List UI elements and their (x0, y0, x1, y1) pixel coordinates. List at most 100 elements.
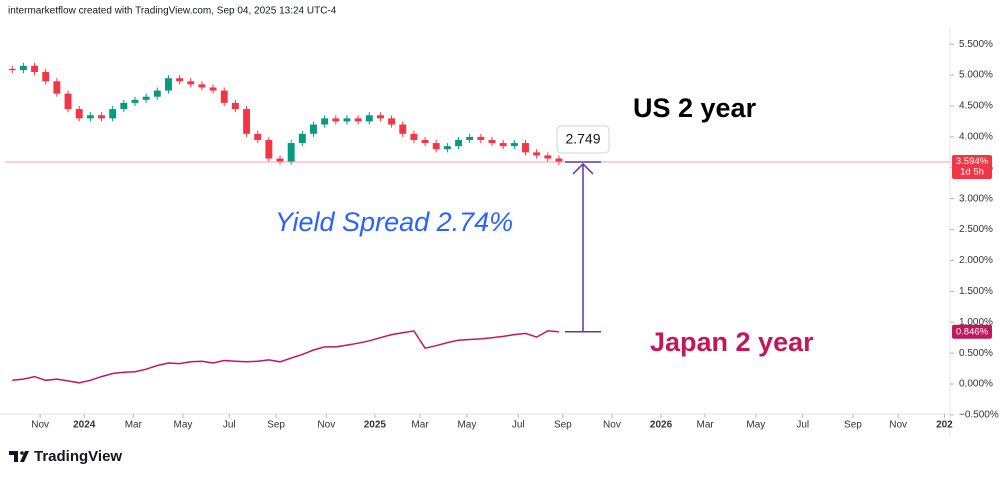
candle (31, 62, 39, 76)
candle-body (477, 136, 485, 140)
measure-box (556, 125, 610, 154)
logo-mark (9, 451, 29, 462)
candle (310, 121, 317, 137)
x-tick-label: Nov (603, 420, 621, 431)
candle (354, 115, 362, 125)
candle-body (321, 118, 329, 125)
candle (75, 105, 83, 122)
x-tick-label: Mar (696, 420, 714, 431)
y-tick-label: 1.000% (959, 317, 993, 328)
candle (120, 99, 128, 113)
candle (388, 115, 396, 128)
price-tag (952, 324, 992, 339)
candle-body (488, 139, 496, 144)
y-tick-label: 1.500% (959, 286, 993, 297)
candle (53, 78, 61, 97)
candle-body (310, 124, 317, 134)
candle (265, 136, 273, 162)
price-tag-label: 0.846% (956, 326, 989, 337)
candle-body (376, 115, 384, 119)
candle-body (220, 90, 228, 103)
candle-body (254, 133, 262, 140)
candle-body (276, 158, 284, 162)
candle (365, 112, 373, 125)
candle-body (75, 109, 83, 119)
y-tick-label: 3.000% (959, 193, 993, 204)
candle (276, 155, 284, 165)
candle-body (64, 93, 72, 110)
y-tick-label: 4.500% (959, 101, 993, 112)
candle-body (109, 109, 117, 119)
candle-body (544, 155, 552, 159)
candle-body (8, 68, 16, 71)
candle-body (298, 133, 306, 144)
candle (432, 139, 440, 153)
x-tick-label: May (174, 420, 193, 431)
candle-body (410, 133, 418, 140)
candle-body (388, 118, 396, 125)
candle (98, 112, 105, 122)
y-tick-label: 2.000% (959, 255, 993, 266)
countdown-label: 1d 5h (960, 166, 984, 177)
candle (164, 75, 172, 94)
x-tick-label: Sep (554, 420, 572, 431)
candle-body (354, 118, 362, 122)
candle-body (332, 118, 340, 122)
candle (254, 130, 262, 144)
candle (8, 65, 16, 74)
candle-body (365, 115, 373, 122)
x-tick-label: 2024 (73, 420, 96, 431)
candle-body (522, 143, 529, 153)
candle (443, 143, 451, 153)
x-tick-label: 202 (936, 420, 953, 431)
candle-body (53, 81, 61, 94)
y-tick-label: 0.000% (959, 379, 993, 390)
candle (332, 115, 340, 125)
candle (42, 68, 50, 85)
y-tick-label: 2.500% (959, 224, 993, 235)
candle-body (164, 78, 172, 91)
candle-body (142, 96, 150, 100)
candle-body (443, 146, 451, 150)
candle-body (86, 115, 94, 119)
x-tick-label: Mar (125, 420, 143, 431)
candle-body (231, 102, 239, 110)
candle-body (510, 143, 518, 147)
candle (466, 133, 474, 144)
candle (376, 112, 384, 122)
footer: TradingView (34, 448, 122, 465)
candle-body (19, 65, 27, 71)
x-tick-label: Jul (796, 420, 809, 431)
candle (109, 105, 117, 122)
candle-body (176, 78, 184, 82)
y-tick-label: 5.000% (959, 70, 993, 81)
candle-body (466, 136, 474, 140)
price-tag (952, 154, 992, 179)
candle (243, 105, 251, 137)
candle (176, 75, 184, 85)
line-series (12, 330, 559, 384)
x-tick-label: Nov (317, 420, 335, 431)
x-tick-label: Nov (889, 420, 907, 431)
candle-body (499, 143, 507, 147)
candle (421, 136, 429, 147)
candle (510, 139, 518, 150)
candle-body (555, 158, 563, 162)
candle-body (198, 84, 206, 88)
candle (477, 133, 485, 144)
candle (153, 87, 161, 100)
candle (555, 155, 563, 166)
candle-body (421, 139, 429, 144)
candle-body (209, 87, 217, 91)
candle (410, 130, 418, 144)
measure-label: 2.749 (565, 131, 600, 147)
candle-body (187, 81, 195, 85)
candle (455, 136, 462, 150)
y-tick-label: 4.000% (959, 132, 993, 143)
x-tick-label: May (746, 420, 765, 431)
candle-body (120, 102, 128, 110)
candle (220, 87, 228, 106)
y-tick-label: −0.500% (959, 410, 999, 421)
logo: TradingView (9, 448, 122, 465)
